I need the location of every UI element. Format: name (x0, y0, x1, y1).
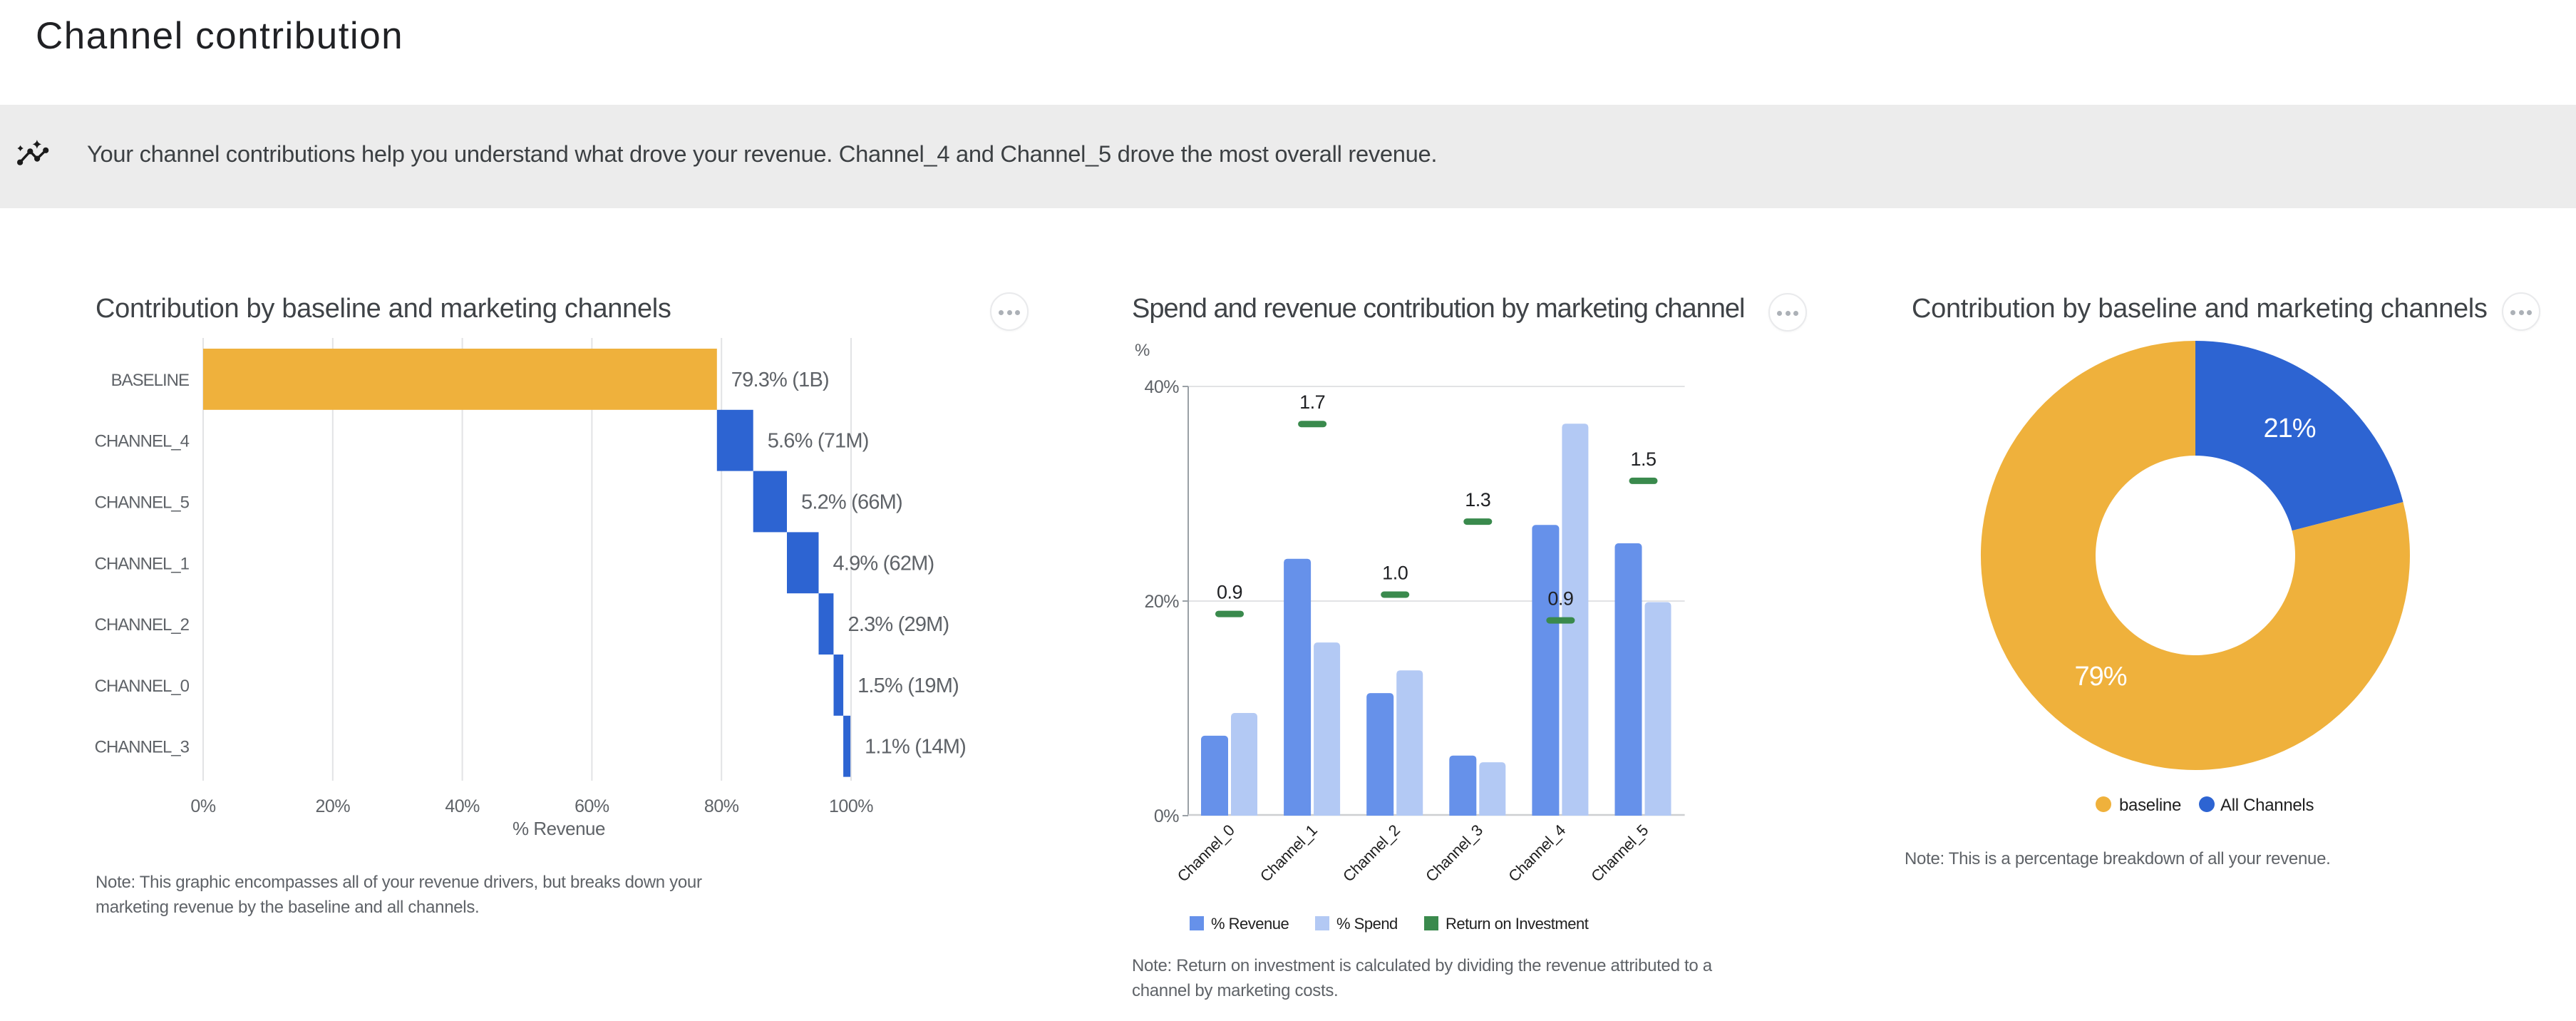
svg-text:Channel_2: Channel_2 (1339, 821, 1403, 886)
svg-text:100%: 100% (829, 796, 873, 816)
svg-text:%: % (1135, 341, 1150, 360)
svg-text:Channel_0: Channel_0 (1174, 821, 1238, 886)
svg-text:baseline: baseline (2119, 796, 2181, 815)
svg-text:40%: 40% (445, 796, 480, 816)
svg-text:% Spend: % Spend (1336, 915, 1398, 933)
svg-text:Channel_3: Channel_3 (1422, 821, 1486, 886)
svg-text:40%: 40% (1144, 377, 1179, 397)
svg-text:5.2% (66M): 5.2% (66M) (801, 491, 902, 514)
svg-text:% Revenue: % Revenue (1211, 915, 1289, 933)
svg-text:60%: 60% (575, 796, 609, 816)
svg-text:1.1% (14M): 1.1% (14M) (865, 736, 966, 759)
svg-text:CHANNEL_1: CHANNEL_1 (95, 554, 190, 573)
svg-text:1.7: 1.7 (1299, 391, 1325, 413)
svg-text:1.3: 1.3 (1465, 489, 1490, 510)
svg-text:0%: 0% (1154, 806, 1179, 826)
svg-text:4.9% (62M): 4.9% (62M) (833, 552, 934, 575)
svg-text:CHANNEL_4: CHANNEL_4 (95, 432, 190, 451)
svg-text:79%: 79% (2074, 662, 2126, 692)
svg-text:CHANNEL_5: CHANNEL_5 (95, 493, 190, 513)
svg-text:All Channels: All Channels (2220, 796, 2314, 815)
svg-text:2.3% (29M): 2.3% (29M) (848, 613, 949, 636)
svg-text:21%: 21% (2263, 414, 2315, 443)
svg-text:BASELINE: BASELINE (111, 371, 189, 390)
svg-text:CHANNEL_2: CHANNEL_2 (95, 615, 190, 635)
svg-text:CHANNEL_3: CHANNEL_3 (95, 738, 190, 757)
svg-text:Return on Investment: Return on Investment (1446, 915, 1589, 933)
svg-text:Channel_4: Channel_4 (1505, 821, 1569, 886)
svg-text:0.9: 0.9 (1217, 582, 1242, 603)
svg-text:1.0: 1.0 (1382, 563, 1408, 584)
svg-text:% Revenue: % Revenue (512, 818, 605, 839)
svg-text:Channel_1: Channel_1 (1257, 821, 1321, 886)
svg-text:Channel_5: Channel_5 (1587, 821, 1652, 886)
svg-text:79.3% (1B): 79.3% (1B) (731, 369, 829, 391)
svg-text:20%: 20% (316, 796, 351, 816)
svg-text:5.6% (71M): 5.6% (71M) (768, 430, 869, 453)
svg-text:0%: 0% (190, 796, 215, 816)
svg-text:20%: 20% (1144, 592, 1179, 612)
svg-text:CHANNEL_0: CHANNEL_0 (95, 677, 190, 696)
svg-text:1.5% (19M): 1.5% (19M) (857, 674, 959, 697)
svg-text:0.9: 0.9 (1547, 588, 1573, 610)
svg-text:1.5: 1.5 (1630, 448, 1656, 470)
svg-text:80%: 80% (704, 796, 739, 816)
